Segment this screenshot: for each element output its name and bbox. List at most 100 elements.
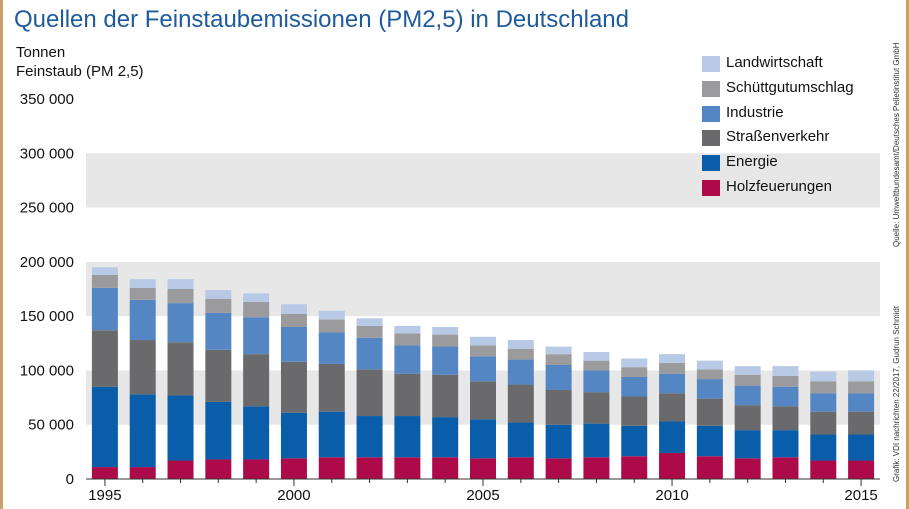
legend-swatch (702, 180, 720, 196)
x-tick-label: 2005 (466, 487, 499, 504)
bar-segment (545, 365, 572, 390)
bar-segment (659, 421, 686, 453)
bar-segment (394, 373, 421, 417)
bar-segment (810, 381, 837, 394)
bar-segment (734, 458, 761, 479)
bar-segment (129, 279, 156, 288)
bar-segment (772, 375, 799, 387)
bar-segment (621, 396, 648, 426)
graphic-credit: Grafik: VDI nachrichten 22/2017, Gudrun … (892, 305, 901, 482)
bar-segment (810, 411, 837, 435)
bar-segment (356, 337, 383, 370)
bar-segment (734, 430, 761, 459)
legend-swatch (702, 80, 720, 97)
bar-segment (394, 457, 421, 479)
bar-segment (848, 393, 875, 412)
bar-segment (772, 406, 799, 431)
bar-segment (470, 345, 496, 357)
bar-segment (91, 386, 118, 468)
bar-segment (621, 376, 648, 397)
bar-segment (356, 325, 383, 338)
bar-segment (772, 457, 799, 479)
bar-segment (507, 340, 534, 349)
bar-segment (772, 430, 799, 458)
y-tick-label: 250 000 (20, 200, 74, 217)
legend-label: Landwirtschaft (726, 54, 823, 71)
legend-swatch (702, 130, 720, 147)
bar-segment (318, 411, 345, 458)
bar-segment (470, 419, 496, 459)
bar-segment (621, 456, 648, 479)
bar-segment (432, 457, 459, 479)
bar-segment (772, 386, 799, 407)
bar-segment (545, 424, 572, 459)
bar-segment (621, 358, 648, 368)
legend-label: Holzfeuerungen (726, 178, 832, 195)
bar-segment (318, 319, 345, 333)
bar-segment (507, 384, 534, 423)
bar-segment (129, 340, 156, 395)
bar-segment (432, 334, 459, 347)
bar-segment (696, 398, 723, 426)
bar-segment (91, 287, 118, 331)
bar-segment (243, 406, 270, 460)
bar-segment (507, 457, 534, 479)
bar-segment (659, 354, 686, 363)
bar-segment (167, 303, 194, 343)
y-tick-label: 200 000 (20, 254, 74, 271)
y-tick-label: 300 000 (20, 145, 74, 162)
y-tick-label: 0 (66, 471, 74, 488)
bar-segment (507, 348, 534, 360)
x-tick-label: 1995 (88, 487, 121, 504)
bar-segment (734, 385, 761, 406)
bar-segment (848, 381, 875, 394)
y-axis-label-line-1: Tonnen (16, 44, 66, 61)
bar-segment (356, 416, 383, 458)
bar-segment (91, 330, 118, 387)
source-note: Quelle: Umweltbundesamt/Deutsches Pellet… (892, 42, 901, 247)
bar-segment (734, 366, 761, 375)
bar-segment (129, 467, 156, 479)
legend-swatch (702, 105, 720, 122)
bar-segment (470, 381, 496, 420)
bar-segment (91, 274, 118, 288)
bar-segment (470, 458, 496, 479)
bar-segment (167, 460, 194, 479)
legend-swatch (702, 56, 720, 72)
bar-segment (205, 349, 232, 402)
bar-segment (734, 374, 761, 386)
y-tick-label: 100 000 (20, 362, 74, 379)
bar-segment (470, 336, 496, 346)
bar-segment (810, 434, 837, 461)
bar-segment (243, 302, 270, 318)
bar-segment (621, 425, 648, 457)
bar-segment (545, 354, 572, 365)
y-tick-label: 50 000 (28, 417, 74, 434)
bar-segment (848, 370, 875, 382)
legend-label: Straßenverkehr (726, 128, 830, 146)
bar-segment (205, 298, 232, 313)
bar-segment (394, 416, 421, 458)
bar-segment (583, 351, 610, 361)
x-tick-label: 2015 (844, 487, 877, 504)
bar-segment (696, 360, 723, 370)
bar-segment (470, 356, 496, 382)
bar-segment (696, 456, 723, 479)
bar-segment (772, 366, 799, 376)
bar-segment (318, 310, 345, 320)
bar-segment (583, 360, 610, 371)
bar-segment (659, 362, 686, 374)
bar-segment (356, 369, 383, 417)
bar-segment (696, 425, 723, 457)
y-tick-label: 350 000 (20, 91, 74, 108)
bar-segment (545, 458, 572, 479)
chart-title: Quellen der Feinstaubemissionen (PM2,5) … (14, 6, 629, 33)
bar-segment (432, 374, 459, 418)
grid-band (86, 261, 880, 317)
bar-segment (583, 423, 610, 458)
bar-segment (432, 327, 459, 335)
bar-segment (243, 459, 270, 479)
bar-segment (545, 389, 572, 425)
bar-segment (280, 458, 307, 479)
